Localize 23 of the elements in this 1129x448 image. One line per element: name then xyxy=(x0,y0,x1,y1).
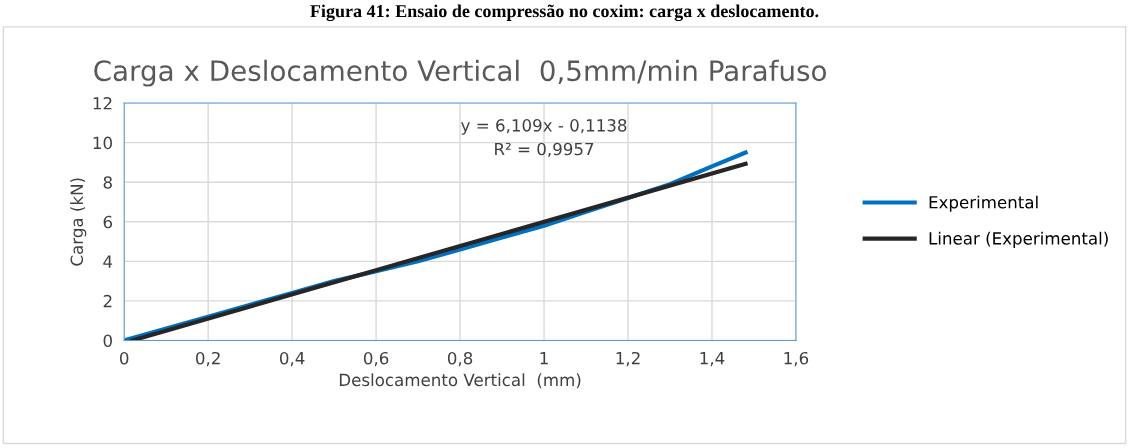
y-tick-label: 4 xyxy=(103,255,113,268)
y-tick-label: 2 xyxy=(103,294,112,308)
y-tick-label: 8 xyxy=(103,176,112,189)
x-tick-label: 0,4 xyxy=(279,351,305,367)
annotation: y = 6,109x - 0,1138 R² = 0,9957 xyxy=(461,119,627,158)
chart-title: Carga x Deslocamento Vertical 0,5mm/min Parafuso xyxy=(94,59,826,87)
y-tick-label: 6 xyxy=(103,215,113,229)
x-tick-label: 0,8 xyxy=(447,351,473,367)
legend-label: Experimental xyxy=(929,195,1038,212)
x-axis-title: Deslocamento Vertical (mm) xyxy=(339,373,581,389)
y-tick-label: 10 xyxy=(93,136,112,150)
x-tick-label: 1 xyxy=(540,352,548,365)
y-axis-title: Carga (kN) xyxy=(70,178,87,266)
x-tick-label: 1,2 xyxy=(616,351,640,367)
x-tick-label: 0,6 xyxy=(363,351,389,367)
y-tick-label: 0 xyxy=(103,334,112,348)
x-tick-label: 1,6 xyxy=(784,351,809,367)
legend-label: Linear (Experimental) xyxy=(929,231,1108,248)
x-tick-label: 0,2 xyxy=(196,351,220,367)
x-tick-label: 0 xyxy=(119,351,129,365)
x-tick-label: 1,4 xyxy=(700,352,725,367)
y-tick-label: 12 xyxy=(93,97,112,110)
text: Figura 41: Ensaio de compressão no coxim: carga x deslocamento. xyxy=(310,4,819,22)
